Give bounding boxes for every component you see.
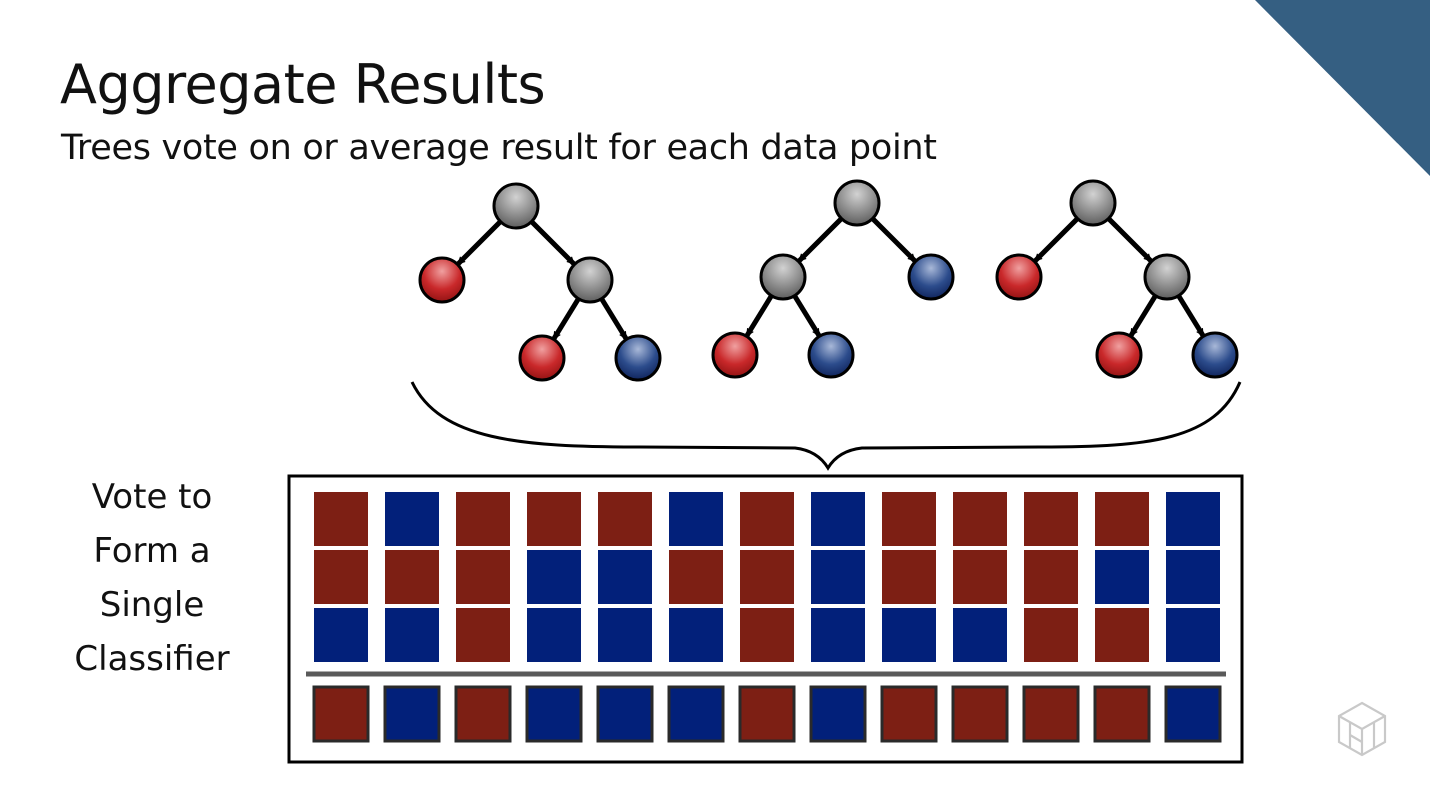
vote-cell-blue (314, 608, 368, 662)
vote-cell-blue (598, 550, 652, 604)
tree-node-red (711, 331, 759, 379)
result-cell-red (1093, 685, 1151, 743)
result-cell-blue (667, 685, 725, 743)
vote-cell-blue (1095, 550, 1149, 604)
vote-label: Vote to Form a Single Classifier (52, 470, 252, 686)
vote-cell-red (953, 550, 1007, 604)
vote-cell-red (1095, 492, 1149, 546)
vote-cell-blue (1166, 492, 1220, 546)
tree-node-gray (833, 179, 881, 227)
vote-cell-red (598, 492, 652, 546)
vote-cell-red (456, 550, 510, 604)
vote-cell-blue (385, 492, 439, 546)
vote-cell-blue (953, 608, 1007, 662)
vote-cell-blue (811, 608, 865, 662)
vote-cell-red (456, 608, 510, 662)
tree-node-blue (907, 253, 955, 301)
vote-cell-red (669, 550, 723, 604)
tree-node-blue (614, 334, 662, 382)
tree-edge-arrow (456, 219, 503, 266)
vote-cell-red (314, 550, 368, 604)
tree-edge-arrow (744, 294, 774, 337)
tree-node-gray (566, 256, 614, 304)
tree-node-red (518, 334, 566, 382)
vote-label-line: Form a (93, 531, 211, 571)
tree-node-gray (1069, 179, 1117, 227)
aggregation-brace (410, 381, 1242, 471)
tree-edge-arrow (797, 216, 844, 263)
result-cell-blue (1164, 685, 1222, 743)
result-cell-red (312, 685, 370, 743)
tree-node-gray (1143, 253, 1191, 301)
result-cell-red (454, 685, 512, 743)
slide-subtitle: Trees vote on or average result for each… (61, 128, 937, 168)
decision-trees (418, 179, 1239, 382)
vote-grid (314, 492, 1220, 662)
tree-node-red (995, 253, 1043, 301)
decision-tree (418, 182, 662, 382)
vote-cell-red (740, 492, 794, 546)
tree-edge-arrow (1128, 294, 1158, 337)
slide-title: Aggregate Results (60, 53, 546, 116)
vote-cell-blue (811, 492, 865, 546)
vote-cell-red (527, 492, 581, 546)
vote-cell-blue (882, 608, 936, 662)
vote-cell-blue (669, 492, 723, 546)
vote-cell-blue (669, 608, 723, 662)
result-cell-red (951, 685, 1009, 743)
vote-cell-blue (527, 608, 581, 662)
tree-edge-arrow (599, 297, 629, 340)
vote-cell-red (314, 492, 368, 546)
tree-node-blue (1191, 331, 1239, 379)
vote-cell-red (385, 550, 439, 604)
vote-cell-red (882, 550, 936, 604)
vote-cell-red (882, 492, 936, 546)
decision-tree (995, 179, 1239, 379)
vote-cell-red (740, 550, 794, 604)
vote-label-line: Single (99, 585, 205, 625)
vote-cell-red (1024, 550, 1078, 604)
vote-cell-red (1024, 608, 1078, 662)
vote-cell-blue (1166, 608, 1220, 662)
tree-node-gray (759, 253, 807, 301)
vote-cell-blue (1166, 550, 1220, 604)
tree-node-red (1095, 331, 1143, 379)
tree-edge-arrow (1033, 216, 1080, 263)
result-cell-red (1022, 685, 1080, 743)
vote-cell-red (1024, 492, 1078, 546)
tree-edge-arrow (792, 294, 822, 337)
vote-cell-blue (527, 550, 581, 604)
tree-node-blue (807, 331, 855, 379)
result-cell-blue (809, 685, 867, 743)
result-cell-blue (525, 685, 583, 743)
result-cell-red (738, 685, 796, 743)
tree-edge-arrow (551, 297, 581, 340)
tree-node-red (418, 256, 466, 304)
result-row (312, 685, 1222, 743)
cube-logo-icon (1337, 701, 1387, 757)
result-cell-blue (596, 685, 654, 743)
result-cell-red (880, 685, 938, 743)
vote-label-line: Vote to (91, 477, 213, 517)
vote-cell-blue (385, 608, 439, 662)
vote-cell-red (740, 608, 794, 662)
vote-cell-blue (811, 550, 865, 604)
vote-cell-red (456, 492, 510, 546)
vote-label-line: Classifier (74, 639, 230, 679)
vote-cell-red (1095, 608, 1149, 662)
result-cell-blue (383, 685, 441, 743)
decision-tree (711, 179, 955, 379)
tree-edge-arrow (1176, 294, 1206, 337)
vote-cell-red (953, 492, 1007, 546)
tree-edge-arrow (529, 219, 576, 266)
vote-cell-blue (598, 608, 652, 662)
tree-edge-arrow (870, 216, 917, 263)
tree-edge-arrow (1106, 216, 1153, 263)
tree-node-gray (492, 182, 540, 230)
